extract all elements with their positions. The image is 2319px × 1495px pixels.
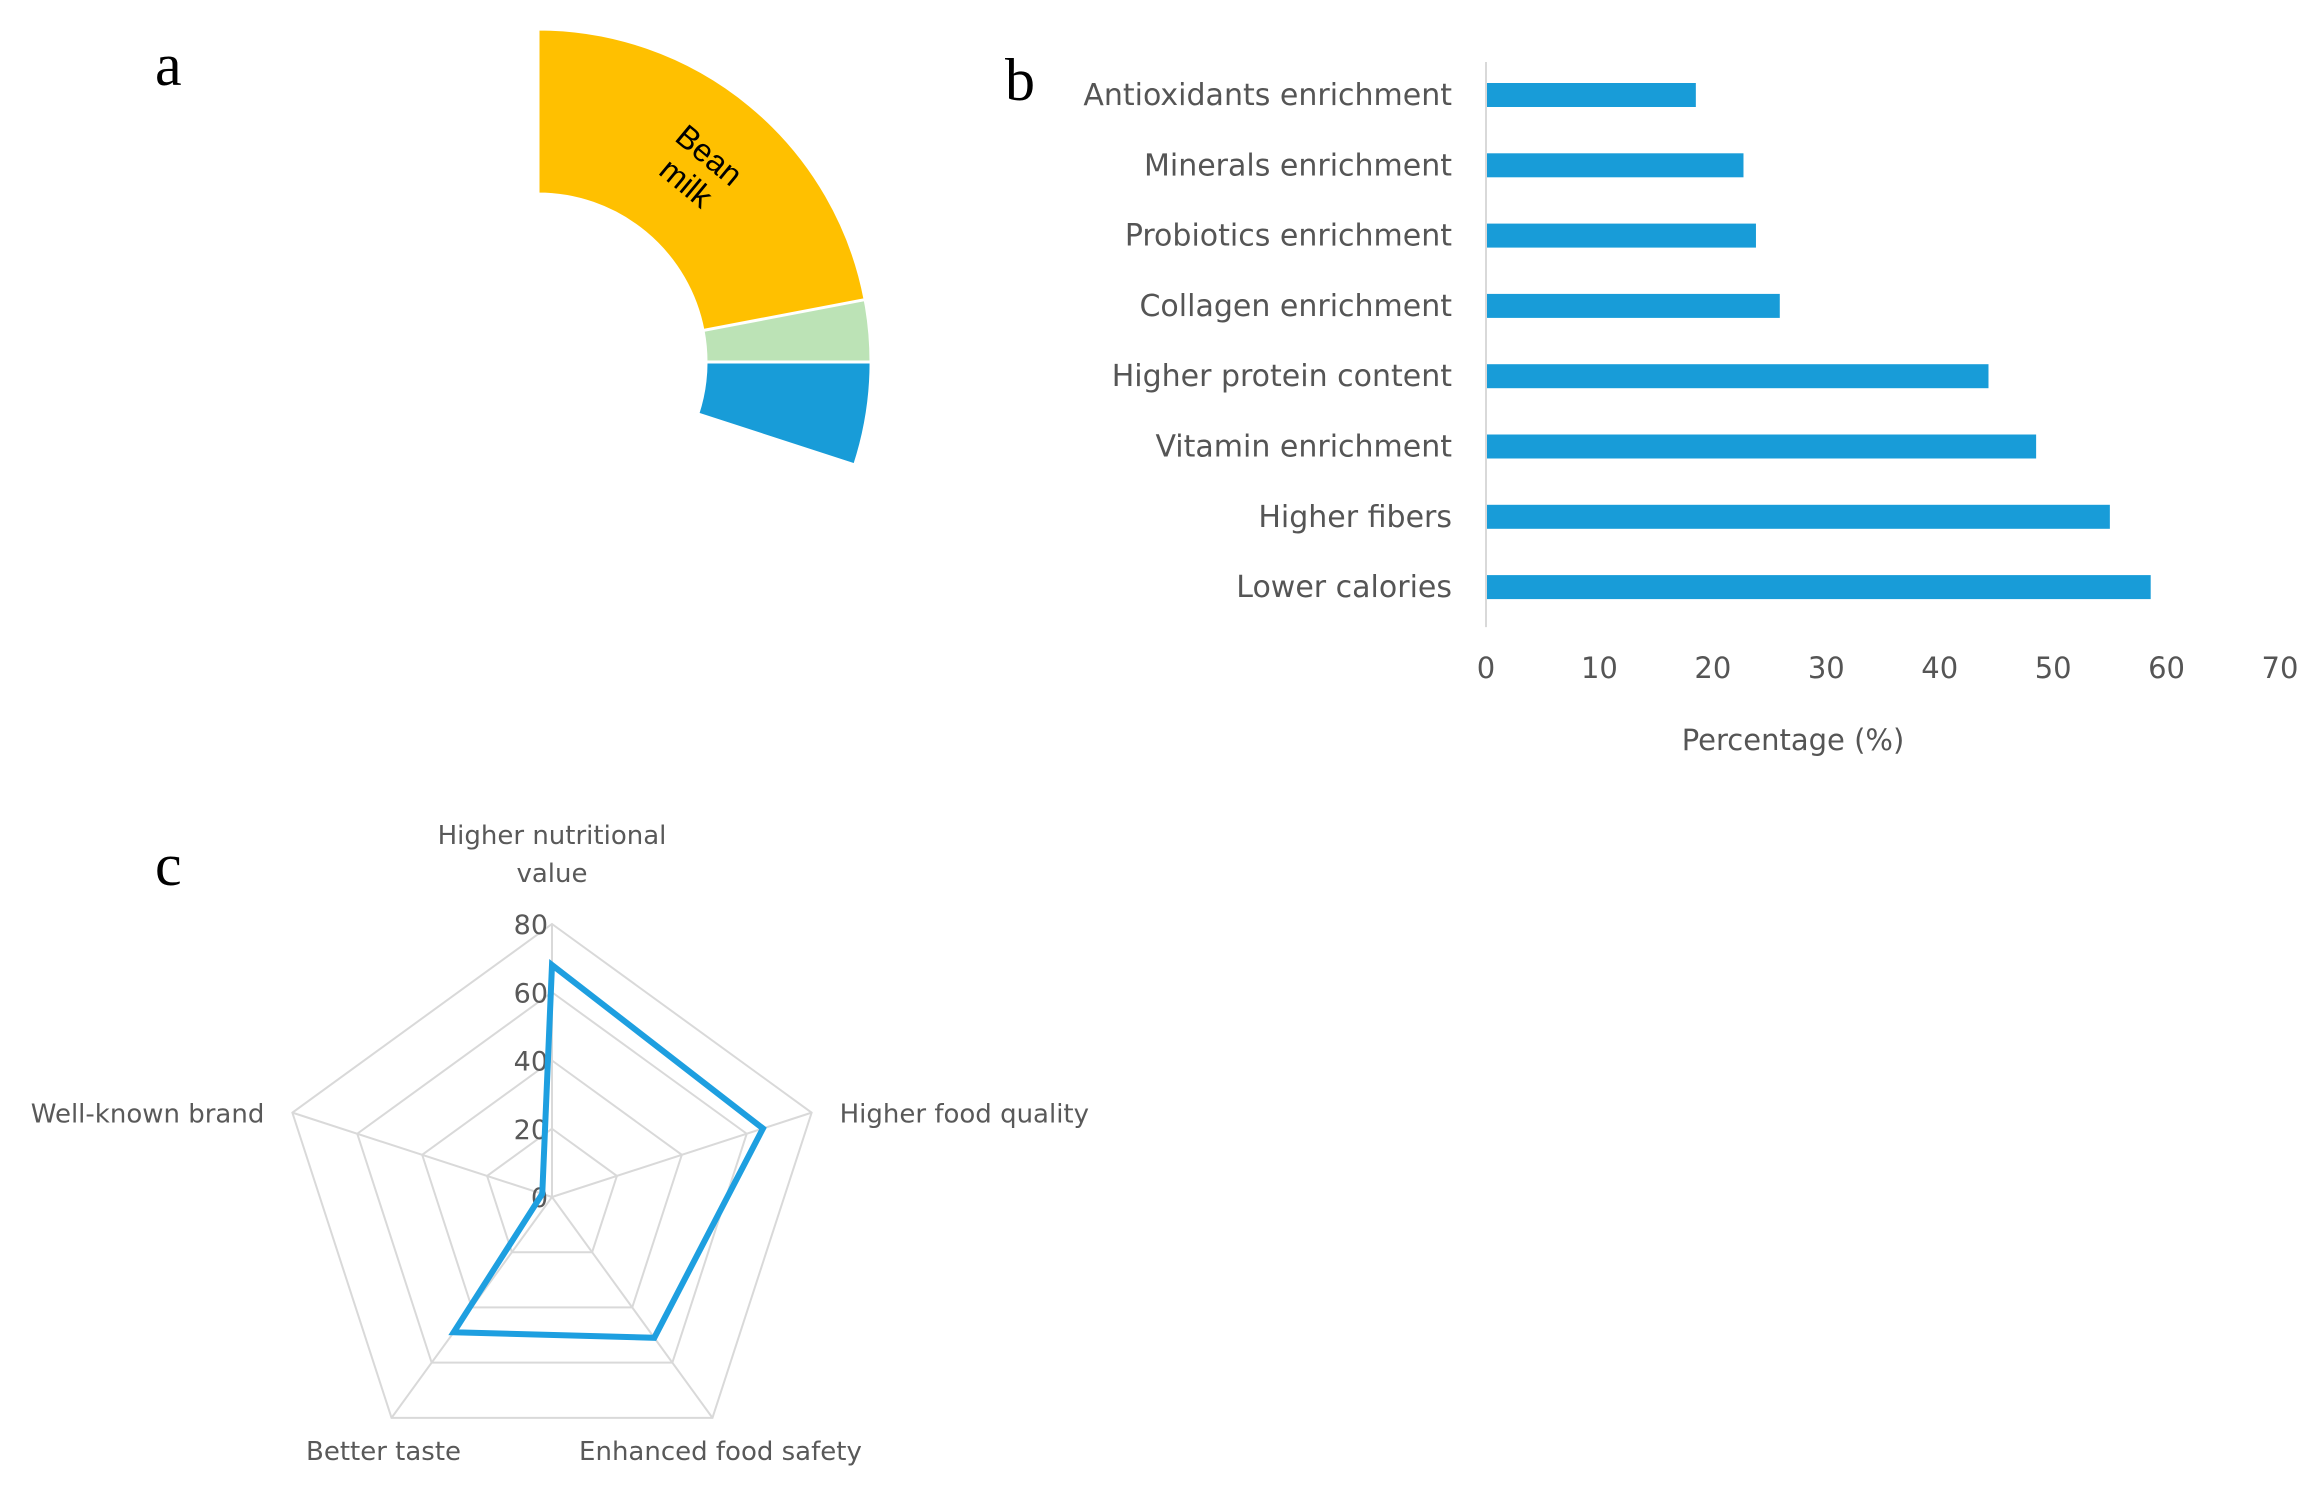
bar-minerals-enrichment	[1487, 153, 1744, 178]
category-label-minerals-enrichment: Minerals enrichment	[1144, 148, 1452, 183]
x-tick-label-0: 0	[1477, 651, 1495, 685]
category-label-antioxidants-enrichment: Antioxidants enrichment	[1083, 78, 1452, 113]
x-tick-label-10: 10	[1581, 651, 1618, 685]
x-tick-label-20: 20	[1694, 651, 1731, 685]
bar-higher-fibers	[1487, 504, 2110, 529]
radar-tick-label-80: 80	[514, 910, 548, 941]
radar-spoke-well-known-brand	[292, 1111, 553, 1198]
radar-grid-ring-20	[485, 1127, 619, 1254]
category-label-vitamin-enrichment: Vitamin enrichment	[1155, 430, 1452, 465]
x-tick-label-50: 50	[2035, 651, 2072, 685]
bar-probiotics-enrichment	[1487, 223, 1756, 248]
donut-chart: NutmilkSweetpotatomilkRicemilkBeanmilk	[536, 27, 873, 467]
radar-spoke-enhanced-food-safety	[551, 1196, 714, 1419]
radar-axis-label-well-known-brand: Well-known brand	[31, 1100, 265, 1130]
bar-collagen-enrichment	[1487, 293, 1780, 318]
x-tick-label-30: 30	[1808, 651, 1845, 685]
radar-grid-ring-60	[356, 991, 748, 1364]
bar-lower-calories	[1487, 575, 2151, 600]
radar-tick-label-60: 60	[514, 978, 548, 1009]
category-label-higher-fibers: Higher fibers	[1258, 500, 1452, 535]
bar-chart: Antioxidants enrichment Minerals enrichme…	[1083, 62, 2298, 757]
category-label-collagen-enrichment: Collagen enrichment	[1139, 289, 1452, 324]
radar-axis-label-higher-nutritional-value: Higher nutritional value	[438, 821, 667, 889]
bar-antioxidants-enrichment	[1487, 83, 1696, 107]
radar-axis-label-enhanced-food-safety: Enhanced food safety	[579, 1437, 862, 1467]
category-label-lower-calories: Lower calories	[1236, 570, 1452, 605]
x-axis-title: Percentage (%)	[1682, 723, 1905, 757]
radar-spoke-higher-food-quality	[551, 1111, 812, 1198]
panel-letter-a: a	[155, 32, 182, 98]
bar-higher-protein-content	[1487, 364, 1989, 389]
radar-axis-label-better-taste: Better taste	[306, 1437, 461, 1467]
bar-vitamin-enrichment	[1487, 434, 2037, 459]
x-tick-label-40: 40	[1921, 651, 1958, 685]
radar-grid-ring-80	[291, 922, 813, 1419]
radar-series-line	[448, 959, 767, 1341]
radar-axis-label-higher-food-quality: Higher food quality	[840, 1100, 1089, 1130]
panel-letter-c: c	[155, 832, 182, 898]
x-tick-label-60: 60	[2148, 651, 2185, 685]
category-label-probiotics-enrichment: Probiotics enrichment	[1125, 219, 1452, 254]
panel-letter-b: b	[1005, 47, 1035, 113]
slice-bean-milk	[536, 27, 867, 333]
radar-tick-label-40: 40	[514, 1047, 548, 1078]
radar-grid-ring-40	[421, 1059, 683, 1309]
x-tick-label-70: 70	[2262, 651, 2299, 685]
category-label-higher-protein-content: Higher protein content	[1112, 359, 1453, 394]
